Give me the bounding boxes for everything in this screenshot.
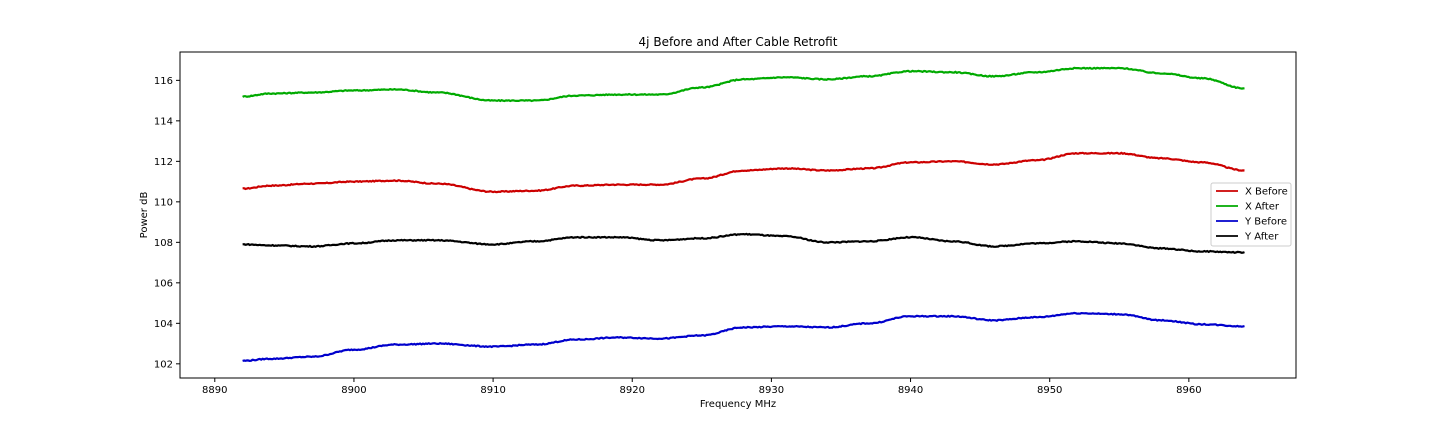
x-tick-label: 8910 <box>480 385 505 396</box>
x-tick-label: 8900 <box>341 385 366 396</box>
legend-label: Y Before <box>1244 217 1287 228</box>
x-tick-label: 8940 <box>898 385 923 396</box>
chart-title: 4j Before and After Cable Retrofit <box>639 35 838 49</box>
x-axis: 8890 8900 8910 8920 8930 8940 8950 8960 <box>202 378 1202 396</box>
y-tick-label: 108 <box>154 238 173 249</box>
y-axis: 102 104 106 108 110 112 114 116 <box>154 76 180 370</box>
plot-frame <box>179 51 1297 379</box>
legend-items: X Before X After Y Before Y After <box>1216 187 1288 243</box>
y-axis-label: Power dB <box>139 192 150 239</box>
x-tick-label: 8960 <box>1176 385 1201 396</box>
x-tick-label: 8890 <box>202 385 227 396</box>
x-axis-label: Frequency MHz <box>700 399 776 410</box>
series-line-x-before <box>242 151 1245 194</box>
y-tick-label: 102 <box>154 359 173 370</box>
y-tick-label: 104 <box>154 319 173 330</box>
series-line-x-after <box>242 66 1245 103</box>
legend-label: Y After <box>1244 232 1279 243</box>
series-line-y-after <box>242 232 1245 254</box>
legend-label: X After <box>1245 202 1280 213</box>
legend-frame <box>1210 182 1292 247</box>
series-layer <box>242 66 1245 362</box>
legend: X Before X After Y Before Y After <box>1210 182 1292 247</box>
x-tick-label: 8930 <box>759 385 784 396</box>
y-tick-label: 112 <box>154 157 173 168</box>
x-tick-label: 8950 <box>1037 385 1062 396</box>
y-tick-label: 116 <box>154 76 173 87</box>
y-tick-label: 114 <box>154 116 173 127</box>
legend-label: X Before <box>1245 187 1288 198</box>
series-line-y-before <box>242 311 1245 362</box>
y-tick-label: 106 <box>154 278 173 289</box>
x-tick-label: 8920 <box>620 385 645 396</box>
y-tick-label: 110 <box>154 197 173 208</box>
